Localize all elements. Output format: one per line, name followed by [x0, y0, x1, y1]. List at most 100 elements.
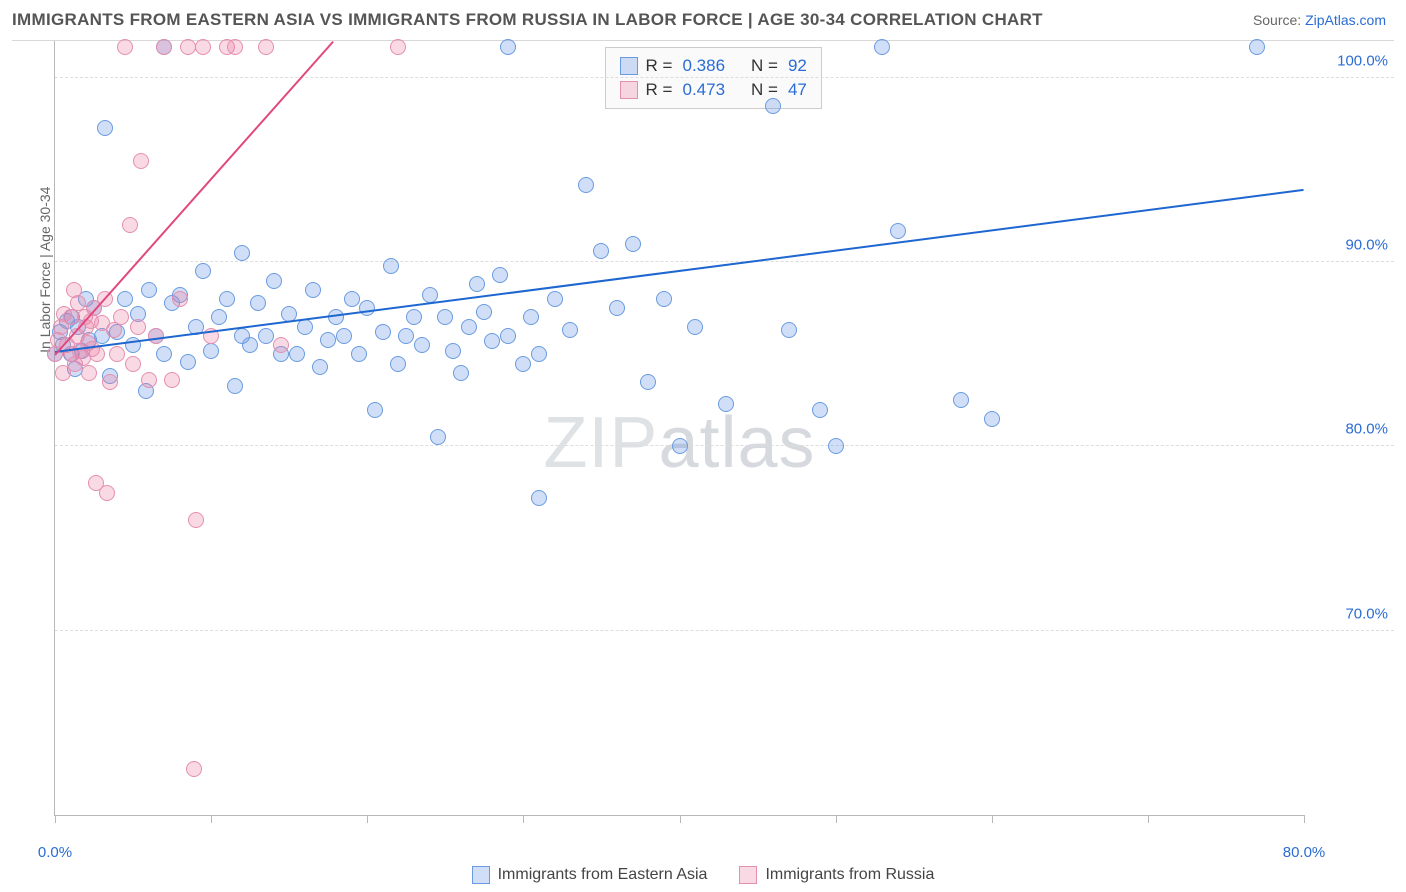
data-point: [461, 319, 477, 335]
data-point: [133, 153, 149, 169]
data-point: [430, 429, 446, 445]
data-point: [195, 263, 211, 279]
data-point: [390, 356, 406, 372]
trend-line: [55, 188, 1304, 352]
data-point: [445, 343, 461, 359]
data-point: [437, 309, 453, 325]
legend-item: Immigrants from Eastern Asia: [472, 866, 708, 884]
data-point: [156, 346, 172, 362]
data-point: [687, 319, 703, 335]
data-point: [828, 438, 844, 454]
data-point: [148, 328, 164, 344]
x-tick: [211, 815, 212, 823]
data-point: [414, 337, 430, 353]
legend-swatch: [472, 866, 490, 884]
data-point: [484, 333, 500, 349]
data-point: [578, 177, 594, 193]
data-point: [81, 365, 97, 381]
data-point: [141, 372, 157, 388]
data-point: [344, 291, 360, 307]
data-point: [109, 346, 125, 362]
data-point: [89, 346, 105, 362]
series-legend: Immigrants from Eastern Asia Immigrants f…: [0, 866, 1406, 884]
data-point: [367, 402, 383, 418]
data-point: [289, 346, 305, 362]
data-point: [211, 309, 227, 325]
data-point: [718, 396, 734, 412]
data-point: [765, 98, 781, 114]
data-point: [130, 319, 146, 335]
x-tick-label: 0.0%: [38, 844, 72, 861]
data-point: [359, 300, 375, 316]
source-attribution: Source: ZipAtlas.com: [1253, 12, 1386, 28]
x-tick: [1304, 815, 1305, 823]
source-link[interactable]: ZipAtlas.com: [1305, 12, 1386, 28]
data-point: [874, 39, 890, 55]
data-point: [180, 39, 196, 55]
data-point: [609, 300, 625, 316]
data-point: [117, 291, 133, 307]
x-tick: [1148, 815, 1149, 823]
stats-legend-row: R =0.473N =47: [620, 78, 807, 102]
data-point: [672, 438, 688, 454]
y-tick-label: 70.0%: [1345, 605, 1388, 622]
data-point: [258, 328, 274, 344]
x-tick: [836, 815, 837, 823]
x-tick: [680, 815, 681, 823]
data-point: [180, 354, 196, 370]
data-point: [1249, 39, 1265, 55]
data-point: [172, 291, 188, 307]
data-point: [406, 309, 422, 325]
data-point: [219, 291, 235, 307]
r-label: R =: [646, 56, 673, 76]
data-point: [781, 322, 797, 338]
data-point: [164, 372, 180, 388]
legend-item: Immigrants from Russia: [739, 866, 934, 884]
y-tick-label: 80.0%: [1345, 421, 1388, 438]
data-point: [97, 120, 113, 136]
data-point: [273, 337, 289, 353]
y-tick-label: 90.0%: [1345, 237, 1388, 254]
data-point: [523, 309, 539, 325]
data-point: [625, 236, 641, 252]
x-tick: [523, 815, 524, 823]
data-point: [390, 39, 406, 55]
data-point: [122, 217, 138, 233]
r-value: 0.473: [682, 80, 725, 100]
correlation-chart: In Labor Force | Age 30-34 ZIPatlas R =0…: [12, 40, 1394, 844]
data-point: [266, 273, 282, 289]
data-point: [476, 304, 492, 320]
data-point: [250, 295, 266, 311]
data-point: [453, 365, 469, 381]
x-tick: [367, 815, 368, 823]
data-point: [640, 374, 656, 390]
data-point: [492, 267, 508, 283]
data-point: [70, 295, 86, 311]
legend-label: Immigrants from Eastern Asia: [498, 866, 708, 884]
gridline: [55, 630, 1394, 631]
data-point: [156, 39, 172, 55]
stats-legend: R =0.386N =92R =0.473N =47: [605, 47, 822, 109]
data-point: [593, 243, 609, 259]
r-value: 0.386: [682, 56, 725, 76]
data-point: [531, 346, 547, 362]
data-point: [383, 258, 399, 274]
y-tick-label: 100.0%: [1337, 52, 1388, 69]
gridline: [55, 261, 1394, 262]
data-point: [141, 282, 157, 298]
x-tick: [55, 815, 56, 823]
gridline: [55, 77, 1394, 78]
page-title: IMMIGRANTS FROM EASTERN ASIA VS IMMIGRAN…: [12, 10, 1043, 30]
data-point: [515, 356, 531, 372]
data-point: [469, 276, 485, 292]
plot-area: In Labor Force | Age 30-34 ZIPatlas R =0…: [54, 41, 1304, 816]
n-label: N =: [751, 56, 778, 76]
data-point: [99, 485, 115, 501]
data-point: [186, 761, 202, 777]
n-value: 47: [788, 80, 807, 100]
data-point: [242, 337, 258, 353]
data-point: [656, 291, 672, 307]
y-axis-label: In Labor Force | Age 30-34: [37, 187, 53, 353]
data-point: [531, 490, 547, 506]
data-point: [328, 309, 344, 325]
